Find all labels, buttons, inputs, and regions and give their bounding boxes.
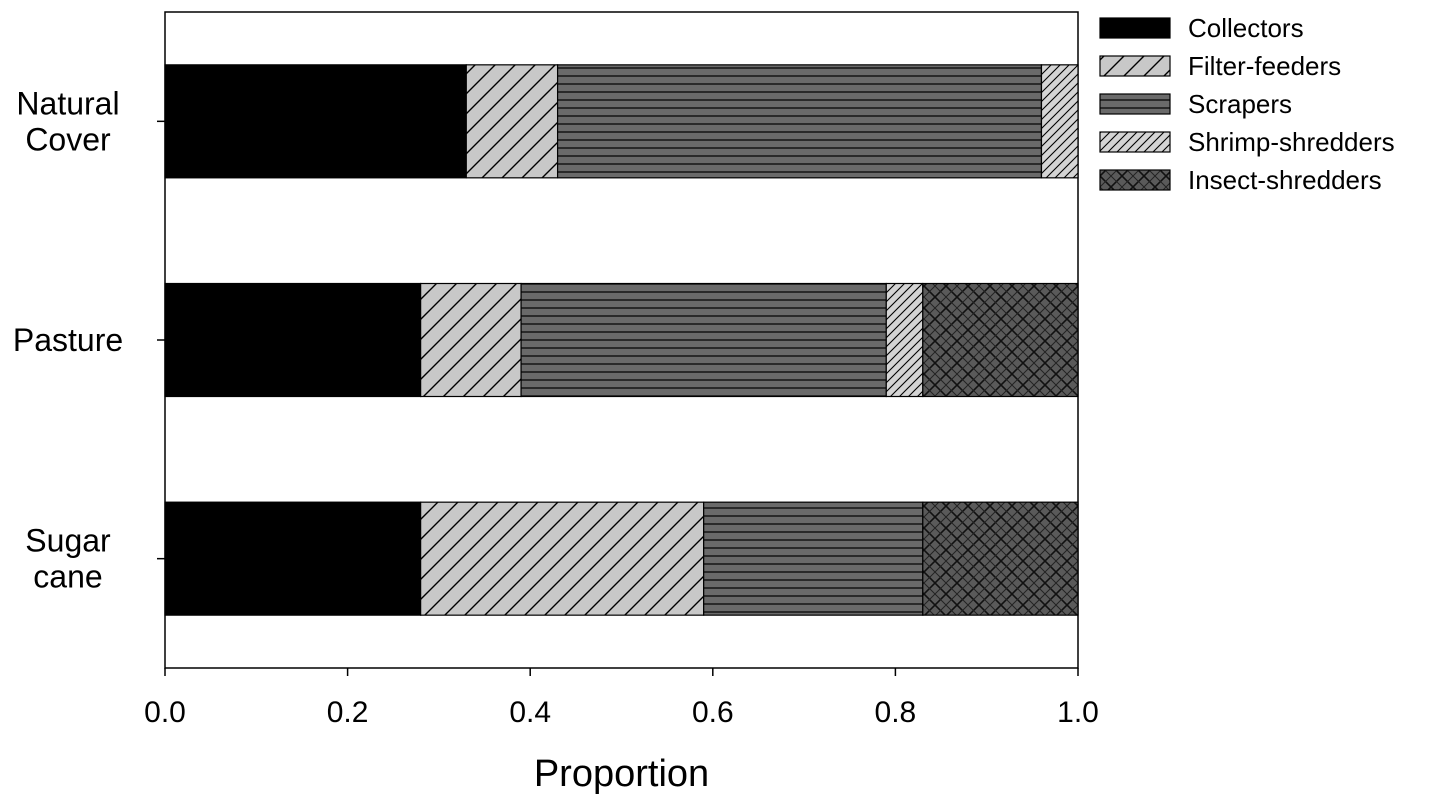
bar-segment-shrimp-shredders-0 <box>1040 64 1079 179</box>
bar-segment-scrapers-1 <box>520 282 887 398</box>
x-tick-label: 0.6 <box>692 696 734 729</box>
legend: Collectors Filter-feeders Scrapers Shrimp-s… <box>1099 13 1395 195</box>
bar-segment-scrapers-2 <box>703 501 924 616</box>
bar-segment-collectors-0 <box>164 64 467 179</box>
legend-label: Scrapers <box>1188 89 1292 119</box>
bar-segment-filter-feeders-1 <box>420 282 522 398</box>
bar-segment-filter-feeders-2 <box>420 501 705 616</box>
bar-segment-scrapers-0 <box>556 64 1043 179</box>
legend-label: Collectors <box>1188 13 1304 43</box>
bar-segment-insect-shredders-1 <box>922 282 1079 398</box>
bar-segment-insect-shredders-2 <box>922 501 1079 616</box>
category-label: Natural <box>16 85 119 121</box>
legend-swatch <box>1099 55 1171 77</box>
legend-label: Insect-shredders <box>1188 165 1382 195</box>
legend-swatch <box>1099 169 1171 191</box>
category-label: Cover <box>25 121 111 157</box>
category-label: cane <box>33 559 102 595</box>
x-tick-label: 1.0 <box>1057 696 1099 729</box>
category-label: Sugar <box>25 523 111 559</box>
x-tick-label: 0.4 <box>509 696 551 729</box>
bars-group <box>164 64 1079 616</box>
x-axis: 0.0 0.2 0.4 0.6 0.8 1.0 <box>144 668 1099 729</box>
bar-segment-collectors-1 <box>164 282 422 398</box>
legend-label: Shrimp-shredders <box>1188 127 1395 157</box>
legend-label: Filter-feeders <box>1188 51 1341 81</box>
x-tick-label: 0.2 <box>327 696 369 729</box>
bar-segment-shrimp-shredders-1 <box>885 282 924 398</box>
x-tick-label: 0.8 <box>875 696 917 729</box>
legend-swatch <box>1099 131 1171 153</box>
bar-segment-filter-feeders-0 <box>465 64 559 179</box>
legend-swatch <box>1099 93 1171 115</box>
category-label: Pasture <box>13 322 123 358</box>
legend-swatch <box>1099 17 1171 39</box>
x-tick-label: 0.0 <box>144 696 186 729</box>
bar-segment-collectors-2 <box>164 501 422 616</box>
x-axis-title: Proportion <box>534 753 709 794</box>
